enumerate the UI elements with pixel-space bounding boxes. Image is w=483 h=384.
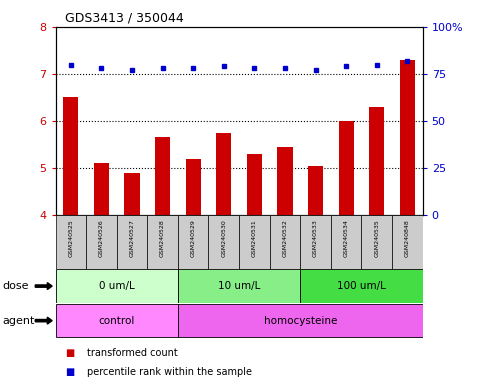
- Text: transformed count: transformed count: [87, 348, 178, 358]
- Text: GSM240848: GSM240848: [405, 219, 410, 257]
- Text: ■: ■: [65, 348, 74, 358]
- Bar: [178, 215, 209, 269]
- Bar: [339, 121, 354, 384]
- Bar: [209, 215, 239, 269]
- Text: dose: dose: [2, 281, 29, 291]
- Bar: [155, 137, 170, 384]
- Text: GSM240528: GSM240528: [160, 219, 165, 257]
- Bar: [56, 304, 178, 337]
- Bar: [270, 215, 300, 269]
- Bar: [331, 215, 361, 269]
- Bar: [94, 163, 109, 384]
- Bar: [117, 215, 147, 269]
- Text: GSM240534: GSM240534: [343, 219, 349, 257]
- Bar: [56, 215, 86, 269]
- Bar: [216, 133, 231, 384]
- Bar: [300, 215, 331, 269]
- Text: ■: ■: [65, 367, 74, 377]
- Text: GSM240531: GSM240531: [252, 219, 257, 257]
- Text: 100 um/L: 100 um/L: [337, 281, 386, 291]
- Text: GSM240526: GSM240526: [99, 219, 104, 257]
- Bar: [369, 107, 384, 384]
- Text: homocysteine: homocysteine: [264, 316, 337, 326]
- Bar: [392, 215, 423, 269]
- Text: GSM240530: GSM240530: [221, 219, 227, 257]
- Bar: [239, 215, 270, 269]
- Bar: [277, 147, 293, 384]
- Bar: [400, 60, 415, 384]
- Text: GDS3413 / 350044: GDS3413 / 350044: [65, 12, 184, 25]
- Bar: [63, 98, 78, 384]
- Text: agent: agent: [2, 316, 35, 326]
- Bar: [56, 270, 178, 303]
- Text: control: control: [99, 316, 135, 326]
- Bar: [147, 215, 178, 269]
- Bar: [247, 154, 262, 384]
- Text: percentile rank within the sample: percentile rank within the sample: [87, 367, 252, 377]
- Text: 10 um/L: 10 um/L: [218, 281, 260, 291]
- Bar: [125, 173, 140, 384]
- Text: GSM240535: GSM240535: [374, 219, 379, 257]
- Bar: [300, 270, 423, 303]
- Bar: [361, 215, 392, 269]
- Bar: [178, 270, 300, 303]
- Text: 0 um/L: 0 um/L: [99, 281, 135, 291]
- Text: GSM240532: GSM240532: [283, 219, 287, 257]
- Bar: [178, 304, 423, 337]
- Text: GSM240527: GSM240527: [129, 219, 135, 257]
- Bar: [308, 166, 323, 384]
- Text: GSM240525: GSM240525: [68, 219, 73, 257]
- Bar: [185, 159, 201, 384]
- Bar: [86, 215, 117, 269]
- Text: GSM240529: GSM240529: [191, 219, 196, 257]
- Text: GSM240533: GSM240533: [313, 219, 318, 257]
